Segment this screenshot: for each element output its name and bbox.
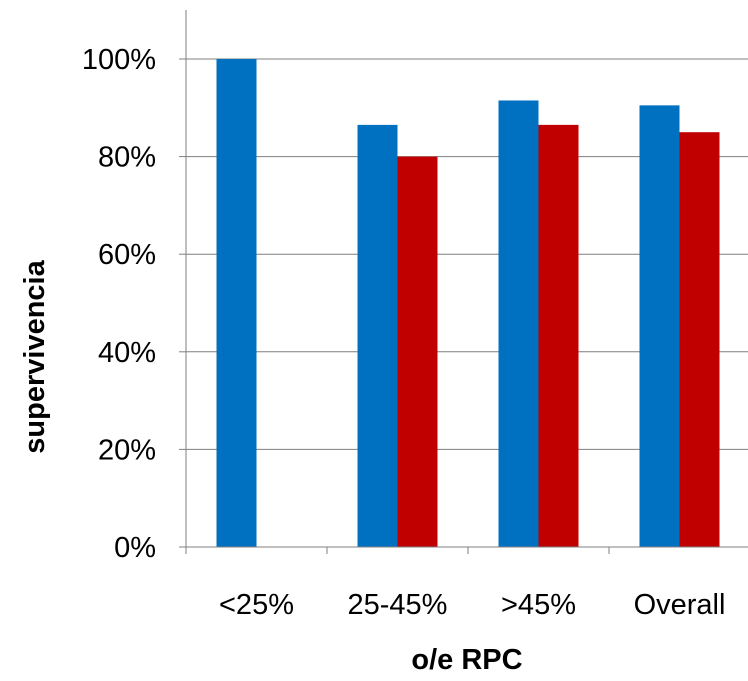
y-tick-label: 60% [98, 239, 156, 271]
x-tick-label: <25% [219, 589, 294, 621]
bar-series-2-3 [679, 132, 720, 547]
y-tick-label: 20% [98, 434, 156, 466]
x-tick-label: >45% [501, 589, 576, 621]
y-tick-label: 80% [98, 142, 156, 174]
x-tick-label: Overall [634, 589, 726, 621]
y-tick-label: 0% [114, 532, 156, 564]
bar-series-2-2 [538, 124, 579, 547]
y-tick-labels: 0% 20% 40% 60% 80% 100% [82, 44, 156, 564]
y-tick-label: 40% [98, 337, 156, 369]
bar-series-1-1 [357, 124, 398, 547]
bar-series-1-0 [216, 59, 257, 547]
x-axis-title: o/e RPC [411, 644, 522, 676]
bar-series-1-3 [639, 105, 680, 548]
x-tick-labels: <25% 25-45% >45% Overall [219, 589, 725, 621]
bars [216, 59, 720, 548]
bar-series-2-1 [397, 156, 438, 547]
bar-series-1-2 [498, 100, 539, 547]
axes [179, 10, 748, 554]
y-tick-label: 100% [82, 44, 156, 76]
x-tick-label: 25-45% [348, 589, 448, 621]
y-axis-title: supervivencia [19, 259, 51, 453]
